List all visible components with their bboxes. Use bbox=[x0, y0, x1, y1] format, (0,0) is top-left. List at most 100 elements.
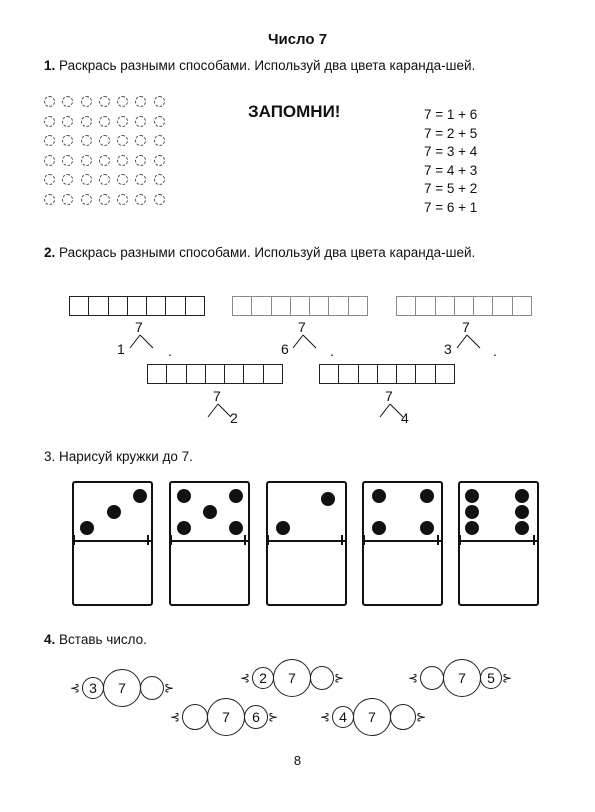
colorable-circle[interactable] bbox=[153, 96, 165, 107]
strip-cell[interactable] bbox=[415, 296, 436, 316]
number-bead: 4 bbox=[332, 706, 354, 728]
colorable-circle[interactable] bbox=[135, 154, 147, 166]
colorable-circle[interactable] bbox=[98, 174, 110, 185]
colorable-circle[interactable] bbox=[135, 193, 147, 205]
colorable-circle[interactable] bbox=[117, 154, 129, 166]
colorable-circle[interactable] bbox=[62, 174, 74, 185]
colorable-circle[interactable] bbox=[62, 96, 74, 107]
colorable-circle[interactable] bbox=[135, 174, 147, 185]
colorable-circle[interactable] bbox=[80, 154, 92, 166]
colorable-circle[interactable] bbox=[44, 135, 55, 146]
strip-cell[interactable] bbox=[492, 296, 513, 316]
colorable-circle[interactable] bbox=[80, 96, 92, 107]
colorable-circle[interactable] bbox=[135, 96, 147, 107]
strip-cell[interactable] bbox=[376, 364, 398, 384]
strip-cell[interactable] bbox=[309, 296, 330, 316]
domino-card[interactable] bbox=[266, 481, 347, 606]
strip-cell[interactable] bbox=[396, 296, 417, 316]
strip-cell[interactable] bbox=[184, 296, 206, 316]
empty-bead[interactable] bbox=[140, 676, 164, 700]
cell-strip[interactable] bbox=[396, 296, 533, 316]
colorable-circle[interactable] bbox=[117, 174, 129, 185]
strip-cell[interactable] bbox=[434, 364, 456, 384]
number-bead: 7 bbox=[103, 669, 141, 707]
split-branch bbox=[292, 334, 317, 349]
strip-cell[interactable] bbox=[147, 364, 168, 384]
domino-card[interactable] bbox=[362, 481, 443, 606]
colorable-circle[interactable] bbox=[98, 154, 110, 166]
colorable-circle[interactable] bbox=[80, 115, 92, 127]
strip-cell[interactable] bbox=[434, 296, 455, 316]
cell-strip[interactable] bbox=[232, 296, 369, 316]
colorable-circle[interactable] bbox=[153, 115, 165, 127]
strip-cell[interactable] bbox=[69, 296, 90, 316]
strip-cell[interactable] bbox=[166, 364, 187, 384]
colorable-circle[interactable] bbox=[117, 135, 129, 146]
strip-cell[interactable] bbox=[224, 364, 245, 384]
strip-cell[interactable] bbox=[232, 296, 253, 316]
colorable-circle[interactable] bbox=[117, 115, 129, 127]
strip-cell[interactable] bbox=[185, 364, 206, 384]
strip-cell[interactable] bbox=[146, 296, 167, 316]
strip-cell[interactable] bbox=[473, 296, 494, 316]
colorable-circle[interactable] bbox=[135, 115, 147, 127]
strip-cell[interactable] bbox=[126, 296, 148, 316]
domino-card[interactable] bbox=[458, 481, 539, 606]
colorable-circle[interactable] bbox=[135, 135, 147, 146]
domino-card[interactable] bbox=[72, 481, 153, 606]
cell-strip[interactable] bbox=[147, 364, 284, 384]
empty-bead[interactable] bbox=[420, 666, 444, 690]
colorable-circle[interactable] bbox=[98, 96, 110, 107]
colorable-circle[interactable] bbox=[98, 193, 110, 205]
colorable-circle[interactable] bbox=[62, 193, 74, 205]
strip-cell[interactable] bbox=[396, 364, 417, 384]
task-2-text: 2. Раскрась разными способами. Используй… bbox=[44, 245, 476, 260]
colorable-circle[interactable] bbox=[62, 135, 74, 146]
strip-cell[interactable] bbox=[289, 296, 311, 316]
strip-cell[interactable] bbox=[453, 296, 475, 316]
strip-cell[interactable] bbox=[338, 364, 359, 384]
strip-cell[interactable] bbox=[165, 296, 186, 316]
strip-cell[interactable] bbox=[243, 364, 264, 384]
number-bead: 7 bbox=[443, 659, 481, 697]
empty-bead[interactable] bbox=[390, 704, 416, 730]
strip-cell[interactable] bbox=[347, 296, 369, 316]
cell-strip[interactable] bbox=[69, 296, 206, 316]
strip-cell[interactable] bbox=[319, 364, 340, 384]
colorable-circle[interactable] bbox=[117, 96, 129, 107]
strip-cell[interactable] bbox=[270, 296, 291, 316]
colorable-circle[interactable] bbox=[44, 154, 55, 166]
colorable-circle[interactable] bbox=[44, 96, 55, 107]
colorable-circle[interactable] bbox=[153, 174, 165, 185]
strip-cell[interactable] bbox=[88, 296, 109, 316]
colorable-circle[interactable] bbox=[117, 193, 129, 205]
empty-bead[interactable] bbox=[310, 666, 334, 690]
domino-dot bbox=[465, 521, 479, 535]
colorable-circle[interactable] bbox=[44, 193, 55, 205]
strip-cell[interactable] bbox=[511, 296, 533, 316]
colorable-circle[interactable] bbox=[80, 135, 92, 146]
colorable-circle[interactable] bbox=[62, 115, 74, 127]
strip-cell[interactable] bbox=[251, 296, 272, 316]
colorable-circle[interactable] bbox=[62, 154, 74, 166]
colorable-circle[interactable] bbox=[153, 154, 165, 166]
colorable-circle[interactable] bbox=[153, 193, 165, 205]
empty-bead[interactable] bbox=[182, 704, 208, 730]
strip-cell[interactable] bbox=[204, 364, 226, 384]
colorable-circle[interactable] bbox=[44, 115, 55, 127]
colorable-circle[interactable] bbox=[153, 135, 165, 146]
strip-cell[interactable] bbox=[328, 296, 349, 316]
split-top: 7 bbox=[462, 319, 470, 335]
strip-cell[interactable] bbox=[262, 364, 284, 384]
strip-cell[interactable] bbox=[357, 364, 378, 384]
colorable-circle[interactable] bbox=[98, 135, 110, 146]
strip-cell[interactable] bbox=[415, 364, 436, 384]
split-right: 2 bbox=[230, 410, 238, 426]
cell-strip[interactable] bbox=[319, 364, 456, 384]
colorable-circle[interactable] bbox=[80, 193, 92, 205]
colorable-circle[interactable] bbox=[98, 115, 110, 127]
strip-cell[interactable] bbox=[107, 296, 128, 316]
colorable-circle[interactable] bbox=[80, 174, 92, 185]
domino-card[interactable] bbox=[169, 481, 250, 606]
colorable-circle[interactable] bbox=[44, 174, 55, 185]
